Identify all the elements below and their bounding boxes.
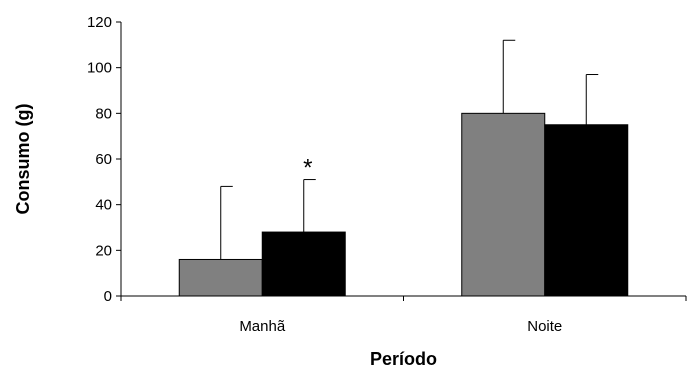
y-axis-title: Consumo (g) <box>13 104 33 215</box>
bar <box>461 112 546 297</box>
y-tick-label: 0 <box>104 288 112 305</box>
x-tick-label: Noite <box>527 318 562 335</box>
error-bars <box>220 39 599 260</box>
plot-area <box>178 112 629 297</box>
bar <box>544 124 629 297</box>
bar <box>261 231 346 297</box>
significance-marker: * <box>303 155 312 182</box>
y-tick-label: 120 <box>87 14 112 31</box>
bar <box>178 258 263 297</box>
x-tick-label: Manhã <box>239 318 286 335</box>
y-tick-label: 80 <box>95 105 112 122</box>
annotations: * <box>303 155 312 182</box>
y-tick-label: 20 <box>95 242 112 259</box>
x-axis-title: Período <box>370 349 437 369</box>
y-axis-ticks: 0 20 40 60 80 100 120 <box>87 14 121 305</box>
y-tick-label: 60 <box>95 151 112 168</box>
y-tick-label: 100 <box>87 60 112 77</box>
y-tick-label: 40 <box>95 197 112 214</box>
x-axis-ticks: Manhã Noite <box>120 296 687 335</box>
